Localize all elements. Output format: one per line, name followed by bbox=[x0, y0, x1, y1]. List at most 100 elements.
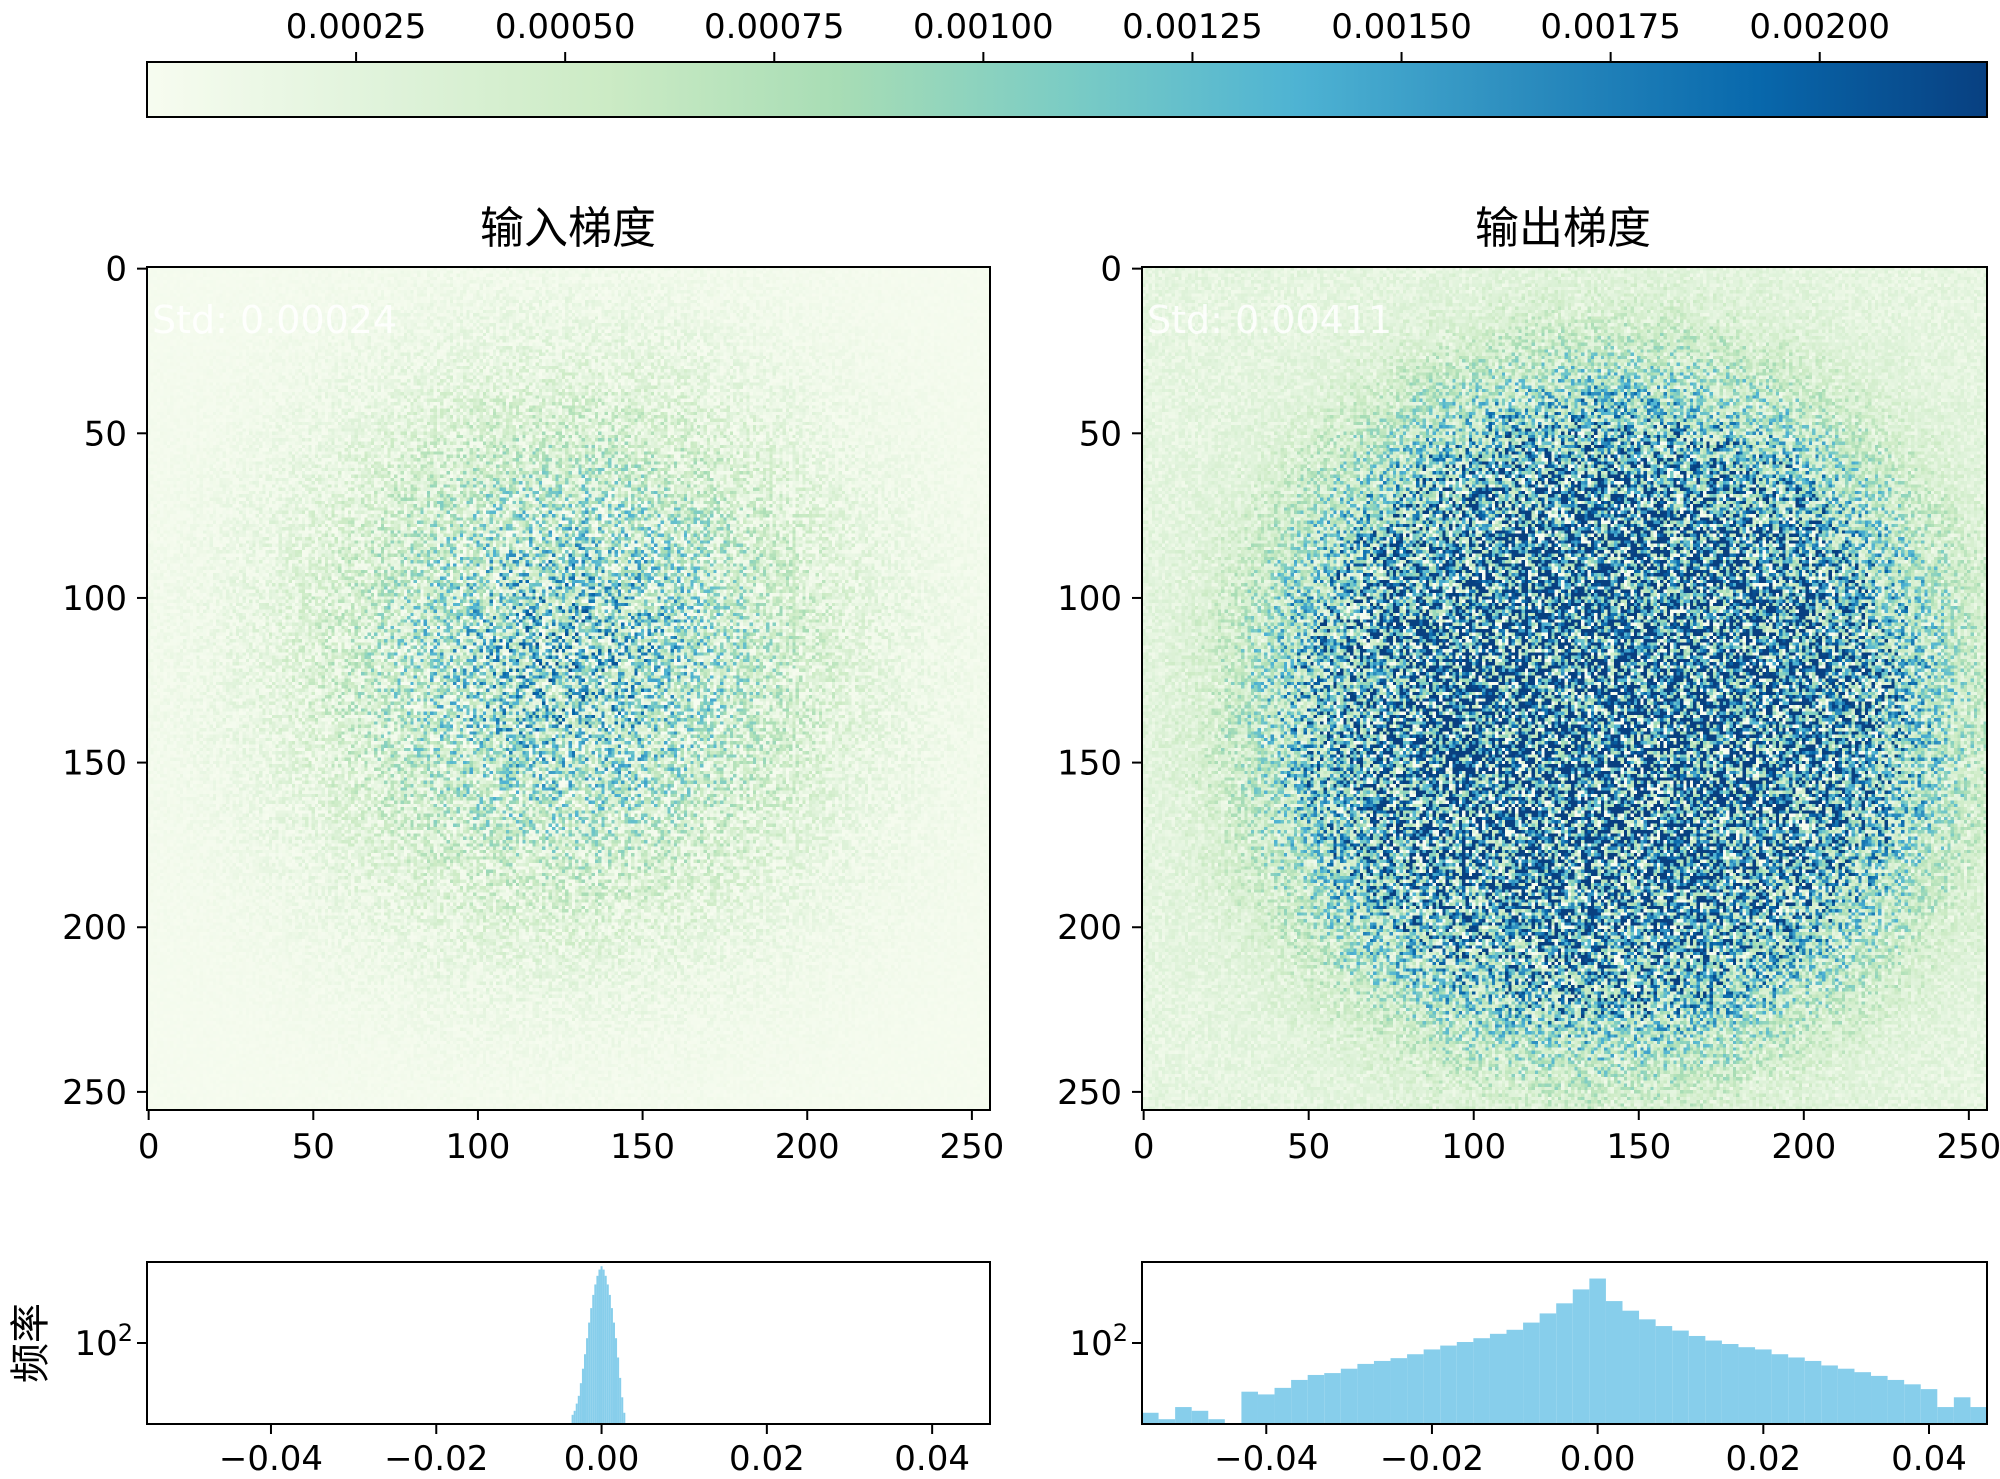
histogram-bar bbox=[1373, 1360, 1391, 1424]
histogram-bar bbox=[598, 1269, 601, 1424]
histogram-bar bbox=[602, 1269, 605, 1424]
colorbar-tick-label: 0.00175 bbox=[1540, 7, 1681, 47]
y-tick-label: 50 bbox=[84, 414, 127, 454]
y-tick-label: 102 bbox=[74, 1319, 133, 1364]
y-tick-label: 100 bbox=[1057, 579, 1122, 619]
histogram-bar bbox=[619, 1377, 622, 1424]
x-tick-label: 250 bbox=[1936, 1127, 2000, 1167]
output-gradient-panel: 输出梯度 Std: 0.00411 0 50 100 150 200 250 0 50 100 1… bbox=[1057, 203, 2000, 1167]
y-tick-label: 50 bbox=[1079, 414, 1122, 454]
output-histogram-ticks: −0.04 −0.02 0.00 0.02 0.04 102 bbox=[1069, 1319, 1966, 1479]
x-tick-label: 0.02 bbox=[729, 1439, 805, 1479]
histogram-bar bbox=[1208, 1419, 1225, 1424]
histogram-bar bbox=[1523, 1322, 1540, 1424]
histogram-bar bbox=[1605, 1301, 1623, 1424]
input-histogram-ticks: −0.04 −0.02 0.00 0.02 0.04 102 bbox=[74, 1319, 970, 1479]
x-tick-label: 100 bbox=[445, 1127, 510, 1167]
histogram-bar bbox=[1672, 1330, 1689, 1424]
histogram-bar bbox=[581, 1368, 584, 1424]
x-tick-label: 150 bbox=[610, 1127, 675, 1167]
histogram-bar bbox=[1920, 1389, 1938, 1424]
histogram-bar bbox=[1473, 1338, 1490, 1424]
histogram-bar bbox=[1456, 1342, 1474, 1424]
histogram-bar bbox=[1257, 1394, 1275, 1424]
histogram-bar bbox=[1854, 1372, 1872, 1424]
x-tick-label: −0.04 bbox=[1214, 1439, 1318, 1479]
colorbar-tick-label: 0.00200 bbox=[1749, 7, 1890, 47]
histogram-bar bbox=[1589, 1278, 1606, 1424]
output-histogram-bars bbox=[1142, 1278, 1987, 1424]
histogram-bar bbox=[1804, 1360, 1822, 1424]
y-tick-label: 150 bbox=[62, 744, 127, 784]
histogram-bar bbox=[1705, 1340, 1722, 1424]
y-tick-label: 102 bbox=[1069, 1319, 1128, 1364]
x-tick-label: −0.04 bbox=[219, 1439, 323, 1479]
histogram-bar bbox=[1506, 1329, 1524, 1424]
x-tick-label: 200 bbox=[775, 1127, 840, 1167]
histogram-bar bbox=[1324, 1373, 1341, 1424]
output-gradient-histogram: −0.04 −0.02 0.00 0.02 0.04 102 bbox=[1069, 1261, 1988, 1479]
histogram-bar bbox=[1837, 1368, 1855, 1424]
histogram-bar bbox=[614, 1338, 618, 1424]
x-tick-label: 0 bbox=[138, 1127, 160, 1167]
histogram-bar bbox=[596, 1275, 599, 1424]
frequency-axis-label: 频率 bbox=[8, 1303, 54, 1383]
histogram-bar bbox=[1655, 1326, 1673, 1424]
histogram-bar bbox=[1241, 1391, 1258, 1424]
histogram-bar bbox=[1556, 1303, 1573, 1424]
y-tick-label: 250 bbox=[1057, 1073, 1122, 1113]
output-gradient-heatmap bbox=[1142, 267, 1987, 1110]
histogram-bar bbox=[571, 1414, 574, 1424]
x-tick-label: 0.00 bbox=[1560, 1439, 1636, 1479]
histogram-bar bbox=[1390, 1358, 1408, 1424]
histogram-bar bbox=[1423, 1349, 1441, 1424]
histogram-bar bbox=[588, 1322, 591, 1424]
colorbar-ticks: 0.00025 0.00050 0.00075 0.00100 0.00125 0.001… bbox=[286, 7, 1890, 62]
histogram-bar bbox=[1937, 1407, 1954, 1424]
histogram-bar bbox=[606, 1284, 609, 1424]
x-tick-label: −0.02 bbox=[384, 1439, 488, 1479]
colorbar-tick-label: 0.00125 bbox=[1122, 7, 1263, 47]
output-gradient-frame bbox=[1141, 266, 1988, 1111]
x-tick-label: 0.04 bbox=[1891, 1439, 1967, 1479]
histogram-bar bbox=[1771, 1354, 1789, 1424]
histogram-bar bbox=[612, 1322, 615, 1424]
histogram-bar bbox=[1142, 1412, 1159, 1424]
x-tick-label: 50 bbox=[292, 1127, 335, 1167]
histogram-bar bbox=[1440, 1345, 1457, 1424]
input-gradient-histogram: −0.04 −0.02 0.00 0.02 0.04 102 频率 bbox=[8, 1261, 991, 1479]
input-gradient-title: 输入梯度 bbox=[480, 203, 656, 254]
histogram-bar bbox=[590, 1308, 593, 1424]
histogram-bar bbox=[583, 1354, 587, 1424]
histogram-bar bbox=[577, 1395, 580, 1424]
input-gradient-heatmap bbox=[147, 267, 990, 1110]
x-tick-label: 0.02 bbox=[1725, 1439, 1801, 1479]
colorbar: 0.00025 0.00050 0.00075 0.00100 0.00125 0.001… bbox=[146, 7, 1988, 118]
input-gradient-axis-ticks: 0 50 100 150 200 250 0 50 100 150 200 250 bbox=[62, 250, 1004, 1167]
x-tick-label: 100 bbox=[1441, 1127, 1506, 1167]
input-histogram-bars bbox=[571, 1266, 626, 1424]
colorbar-tick-label: 0.00100 bbox=[913, 7, 1054, 47]
histogram-bar bbox=[1291, 1379, 1308, 1424]
histogram-bar bbox=[608, 1294, 611, 1424]
histogram-bar bbox=[1158, 1419, 1176, 1424]
x-tick-label: 250 bbox=[939, 1127, 1004, 1167]
histogram-bar bbox=[1622, 1310, 1640, 1424]
histogram-bar bbox=[1191, 1410, 1209, 1424]
y-tick-label: 250 bbox=[62, 1073, 127, 1113]
histogram-bar bbox=[1970, 1407, 1987, 1424]
histogram-bar bbox=[604, 1275, 607, 1424]
histogram-bar bbox=[610, 1308, 613, 1424]
histogram-bar bbox=[1738, 1347, 1756, 1424]
histogram-bar bbox=[600, 1266, 603, 1424]
input-gradient-panel: 输入梯度 Std: 0.00024 0 50 100 150 200 250 0 50 100 1… bbox=[62, 203, 1004, 1167]
colorbar-tick-label: 0.00025 bbox=[286, 7, 427, 47]
histogram-bar bbox=[594, 1284, 597, 1424]
histogram-bar bbox=[1274, 1387, 1292, 1424]
x-tick-label: 50 bbox=[1287, 1127, 1330, 1167]
input-histogram-frame bbox=[146, 1261, 991, 1425]
histogram-bar bbox=[623, 1412, 626, 1424]
x-tick-label: 0.04 bbox=[894, 1439, 970, 1479]
histogram-bar bbox=[1639, 1319, 1656, 1424]
